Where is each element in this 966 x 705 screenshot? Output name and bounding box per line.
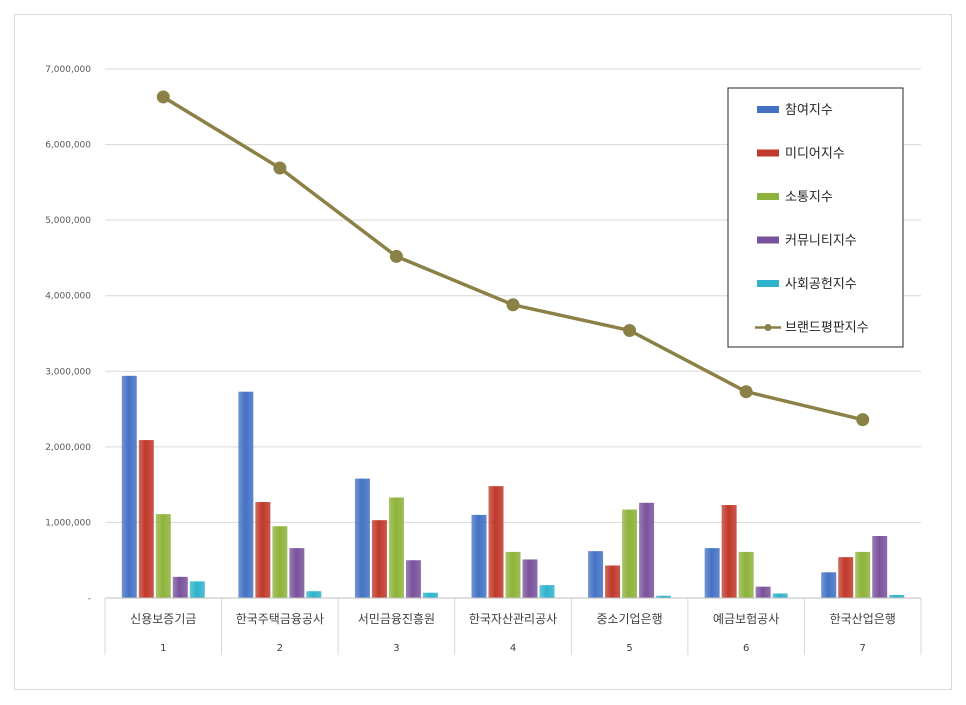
category-index: 7 bbox=[860, 643, 866, 654]
y-tick-label: 3,000,000 bbox=[45, 367, 91, 377]
legend-label: 사회공헌지수 bbox=[785, 277, 857, 292]
y-tick-label: 6,000,000 bbox=[45, 141, 91, 151]
bar-참여지수 bbox=[121, 375, 137, 598]
line-point bbox=[623, 323, 637, 337]
bar-소통지수 bbox=[155, 514, 171, 598]
y-tick-label: 1,000,000 bbox=[45, 518, 91, 528]
bar-layer bbox=[121, 375, 905, 598]
bar-미디어지수 bbox=[255, 502, 271, 598]
y-tick-label: 7,000,000 bbox=[45, 65, 91, 75]
line-point bbox=[273, 161, 287, 175]
bar-사회공헌지수 bbox=[422, 592, 438, 598]
category-index: 6 bbox=[743, 643, 749, 654]
category-index: 3 bbox=[393, 643, 399, 654]
bar-커뮤니티지수 bbox=[639, 502, 655, 598]
bar-사회공헌지수 bbox=[189, 581, 205, 598]
bar-미디어지수 bbox=[605, 565, 621, 598]
legend-swatch bbox=[757, 193, 779, 200]
category-label: 한국산업은행 bbox=[830, 611, 896, 626]
bar-커뮤니티지수 bbox=[522, 559, 538, 598]
line-point bbox=[506, 298, 520, 312]
line-point bbox=[156, 90, 170, 104]
bar-커뮤니티지수 bbox=[289, 548, 305, 598]
bar-사회공헌지수 bbox=[656, 595, 672, 598]
category-label: 한국주택금융공사 bbox=[236, 612, 324, 626]
bar-참여지수 bbox=[704, 548, 720, 598]
bar-참여지수 bbox=[238, 391, 254, 598]
bar-커뮤니티지수 bbox=[872, 536, 888, 598]
category-index: 1 bbox=[160, 643, 166, 654]
category-index: 5 bbox=[626, 643, 632, 654]
y-tick-label: 2,000,000 bbox=[45, 443, 91, 453]
y-tick-label: 5,000,000 bbox=[45, 216, 91, 226]
legend-swatch bbox=[757, 149, 779, 157]
category-label: 신용보증기금 bbox=[130, 612, 196, 626]
legend-swatch bbox=[757, 280, 779, 287]
legend-label: 브랜드평판지수 bbox=[785, 321, 869, 336]
bar-커뮤니티지수 bbox=[172, 576, 188, 598]
bar-미디어지수 bbox=[488, 486, 504, 598]
axis-layer: - 1,000,000 2,000,000 3,000,000 4,000,000 5,0… bbox=[45, 65, 922, 655]
legend-label: 참여지수 bbox=[785, 103, 833, 118]
line-layer bbox=[156, 90, 870, 427]
bar-사회공헌지수 bbox=[889, 594, 905, 598]
category-label: 예금보험공사 bbox=[713, 612, 779, 626]
category-index: 2 bbox=[277, 643, 283, 654]
bar-소통지수 bbox=[272, 526, 288, 598]
bar-참여지수 bbox=[471, 514, 487, 598]
legend-swatch-point bbox=[764, 324, 772, 331]
category-label: 서민금융진흥원 bbox=[358, 612, 435, 626]
bar-참여지수 bbox=[354, 478, 370, 598]
bar-소통지수 bbox=[505, 551, 521, 598]
category-label: 중소기업은행 bbox=[596, 611, 662, 626]
y-tick-label: - bbox=[88, 594, 91, 604]
line-point bbox=[856, 413, 870, 427]
bar-미디어지수 bbox=[371, 520, 387, 598]
bar-커뮤니티지수 bbox=[405, 560, 421, 598]
bar-사회공헌지수 bbox=[306, 591, 322, 598]
chart-frame: - 1,000,000 2,000,000 3,000,000 4,000,000 5,0… bbox=[14, 14, 952, 690]
category-index: 4 bbox=[510, 643, 516, 654]
legend-swatch bbox=[757, 236, 779, 244]
legend-label: 커뮤니티지수 bbox=[785, 234, 857, 249]
bar-사회공헌지수 bbox=[772, 593, 788, 598]
line-point bbox=[389, 249, 403, 263]
bar-소통지수 bbox=[388, 497, 404, 598]
bar-소통지수 bbox=[855, 551, 871, 598]
line-point bbox=[739, 385, 753, 399]
bar-소통지수 bbox=[622, 509, 638, 598]
bar-참여지수 bbox=[588, 551, 604, 598]
bar-소통지수 bbox=[738, 551, 754, 598]
legend-label: 소통지수 bbox=[785, 190, 833, 205]
bar-참여지수 bbox=[821, 572, 837, 598]
bar-미디어지수 bbox=[838, 557, 854, 598]
y-tick-label: 4,000,000 bbox=[45, 292, 91, 302]
bar-커뮤니티지수 bbox=[755, 586, 771, 598]
bar-사회공헌지수 bbox=[539, 585, 555, 598]
legend-box bbox=[727, 87, 904, 348]
legend-label: 미디어지수 bbox=[785, 147, 845, 162]
legend-swatch bbox=[757, 106, 779, 113]
bar-미디어지수 bbox=[138, 440, 154, 598]
category-label: 한국자산관리공사 bbox=[469, 612, 557, 626]
bar-미디어지수 bbox=[721, 505, 737, 598]
chart-svg: - 1,000,000 2,000,000 3,000,000 4,000,000 5,0… bbox=[45, 65, 922, 655]
